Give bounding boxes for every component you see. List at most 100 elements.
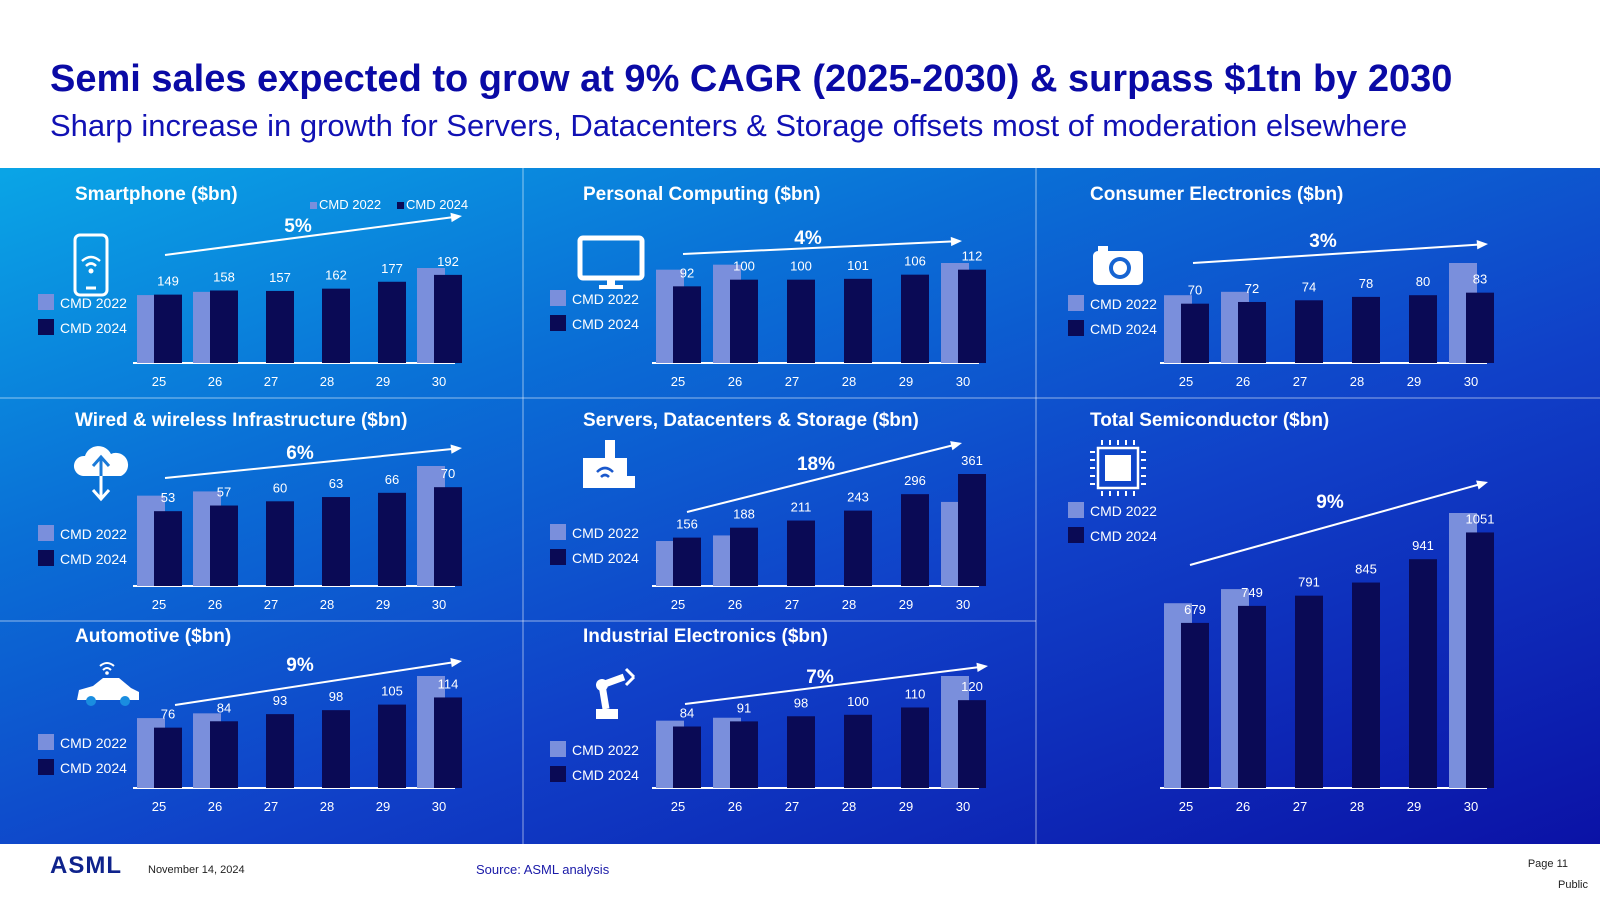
data-label: 70 bbox=[441, 466, 455, 481]
data-label: 100 bbox=[733, 259, 755, 274]
x-tick-label: 28 bbox=[842, 799, 856, 814]
datacenter-icon bbox=[583, 440, 635, 488]
data-label: 98 bbox=[329, 689, 343, 704]
legend-label: CMD 2024 bbox=[1090, 321, 1157, 337]
page-number: Page 11 bbox=[1527, 858, 1568, 870]
x-tick-label: 28 bbox=[320, 597, 334, 612]
legend-swatch-cmd-2022 bbox=[550, 741, 566, 757]
legend-label: CMD 2024 bbox=[1090, 528, 1157, 544]
data-label: 114 bbox=[438, 676, 459, 691]
cagr-arrow-line bbox=[682, 240, 957, 255]
data-label: 93 bbox=[273, 693, 287, 708]
data-label: 83 bbox=[1473, 272, 1487, 287]
data-label: 177 bbox=[381, 261, 403, 276]
cagr-arrow-head bbox=[950, 441, 962, 451]
bar-cmd-2024 bbox=[1466, 532, 1494, 788]
data-label: 845 bbox=[1355, 562, 1377, 577]
top-legend-label: CMD 2024 bbox=[406, 197, 468, 212]
data-label: 66 bbox=[385, 472, 399, 487]
bar-cmd-2024 bbox=[901, 274, 929, 363]
x-tick-label: 29 bbox=[376, 374, 390, 389]
data-label: 98 bbox=[794, 695, 808, 710]
x-tick-label: 26 bbox=[1236, 799, 1250, 814]
smartphone-icon bbox=[73, 233, 109, 297]
bar-cmd-2024 bbox=[378, 704, 406, 788]
legend-label: CMD 2022 bbox=[60, 735, 127, 751]
bar-cmd-2024 bbox=[266, 290, 294, 363]
chart-servers: Servers, Datacenters & Storage ($bn) CMD … bbox=[550, 410, 986, 612]
data-label: 60 bbox=[273, 480, 287, 495]
bar-cmd-2024 bbox=[787, 520, 815, 586]
bar-cmd-2024 bbox=[154, 294, 182, 363]
data-label: 57 bbox=[217, 485, 231, 500]
x-tick-label: 27 bbox=[785, 597, 799, 612]
chart-legend: CMD 2022 CMD 2024 bbox=[550, 741, 639, 783]
data-label: 78 bbox=[1359, 276, 1373, 291]
legend-swatch-cmd-2022 bbox=[38, 525, 54, 541]
legend-label: CMD 2022 bbox=[572, 525, 639, 541]
legend-label: CMD 2024 bbox=[572, 316, 639, 332]
cagr-label: 5% bbox=[284, 216, 312, 237]
cagr-arrow-head bbox=[1476, 240, 1488, 250]
x-tick-label: 29 bbox=[899, 374, 913, 389]
cagr-arrow-line bbox=[164, 215, 457, 256]
legend-swatch-cmd-2024 bbox=[550, 549, 566, 565]
bar-cmd-2024 bbox=[378, 492, 406, 586]
chart-legend: CMD 2022 CMD 2024 bbox=[38, 734, 127, 776]
data-label: 1051 bbox=[1466, 511, 1495, 526]
chart-title: Smartphone ($bn) bbox=[75, 184, 238, 205]
bar-cmd-2024 bbox=[730, 279, 758, 363]
monitor-icon bbox=[577, 235, 645, 289]
legend-swatch-cmd-2022 bbox=[38, 734, 54, 750]
cagr-arrow-head bbox=[450, 444, 462, 454]
chart-title: Automotive ($bn) bbox=[75, 626, 231, 647]
cagr-label: 3% bbox=[1309, 231, 1337, 252]
data-label: 72 bbox=[1245, 281, 1259, 296]
data-label: 84 bbox=[680, 706, 694, 721]
x-tick-label: 25 bbox=[671, 597, 685, 612]
x-tick-label: 25 bbox=[1179, 374, 1193, 389]
cagr-arrow-head bbox=[450, 212, 462, 223]
bar-cmd-2024 bbox=[844, 510, 872, 586]
x-tick-label: 25 bbox=[1179, 799, 1193, 814]
x-tick-label: 26 bbox=[728, 799, 742, 814]
footer-source: Source: ASML analysis bbox=[476, 862, 610, 877]
x-tick-label: 27 bbox=[264, 799, 278, 814]
bar-cmd-2024 bbox=[434, 697, 462, 788]
x-tick-label: 25 bbox=[152, 374, 166, 389]
chart-legend: CMD 2022 CMD 2024 bbox=[38, 294, 127, 336]
x-tick-label: 25 bbox=[152, 799, 166, 814]
legend-label: CMD 2022 bbox=[1090, 503, 1157, 519]
legend-swatch-cmd-2024 bbox=[38, 550, 54, 566]
charts-panel: Smartphone ($bn) CMD 2022 CMD 2024 CMD 2022… bbox=[0, 168, 1600, 844]
bar-cmd-2024 bbox=[322, 497, 350, 586]
cagr-label: 6% bbox=[286, 443, 314, 464]
chip-icon bbox=[1090, 440, 1146, 496]
bar-cmd-2024 bbox=[673, 726, 701, 788]
x-tick-label: 26 bbox=[1236, 374, 1250, 389]
legend-label: CMD 2024 bbox=[60, 551, 127, 567]
data-label: 70 bbox=[1188, 283, 1202, 298]
data-label: 92 bbox=[680, 265, 694, 280]
bar-cmd-2024 bbox=[322, 710, 350, 788]
bar-cmd-2024 bbox=[730, 721, 758, 788]
bar-cmd-2024 bbox=[378, 281, 406, 363]
bar-cmd-2024 bbox=[1409, 295, 1437, 363]
chart-legend: CMD 2022 CMD 2024 bbox=[38, 525, 127, 567]
chart-title: Servers, Datacenters & Storage ($bn) bbox=[583, 410, 919, 431]
bar-cmd-2024 bbox=[1238, 301, 1266, 363]
data-label: 106 bbox=[904, 254, 926, 269]
cagr-arrow-head bbox=[450, 658, 462, 668]
bar-cmd-2024 bbox=[322, 288, 350, 363]
x-tick-label: 30 bbox=[1464, 374, 1478, 389]
data-label: 296 bbox=[904, 473, 926, 488]
chart-industrial: Industrial Electronics ($bn)CMD 2022CMD … bbox=[550, 626, 988, 814]
cagr-arrow-line bbox=[174, 660, 457, 706]
legend-label: CMD 2024 bbox=[572, 767, 639, 783]
data-label: 80 bbox=[1416, 274, 1430, 289]
data-label: 149 bbox=[157, 274, 179, 289]
top-legend-swatch bbox=[397, 202, 404, 209]
x-tick-label: 28 bbox=[842, 597, 856, 612]
